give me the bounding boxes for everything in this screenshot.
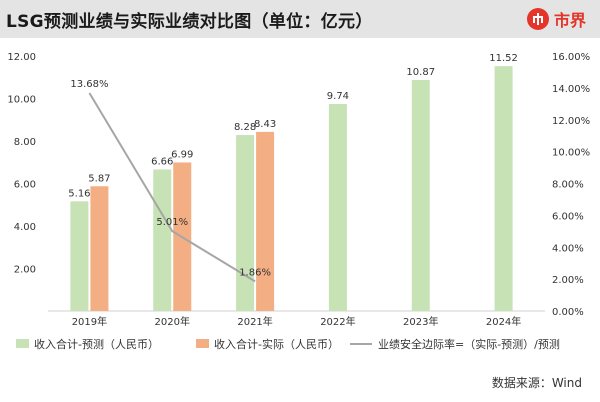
y-right-tick-label: 12.00%	[552, 116, 590, 127]
source-note: 数据来源：Wind	[491, 376, 582, 390]
y-left-tick-label: 10.00	[7, 95, 36, 106]
x-tick-label: 2019年	[72, 315, 107, 328]
y-right-tick-label: 4.00%	[552, 243, 584, 254]
forecast-data-label: 5.16	[68, 188, 90, 199]
forecast-data-label: 11.52	[489, 53, 518, 64]
legend-label-margin-rate: 业绩安全边际率=（实际-预测）/预测	[378, 337, 560, 351]
forecast-data-label: 10.87	[406, 67, 435, 78]
forecast-data-label: 9.74	[327, 91, 349, 102]
margin-rate-data-label: 1.86%	[239, 267, 271, 278]
actual-bar	[256, 131, 275, 311]
forecast-bar	[153, 169, 172, 311]
y-left-tick-label: 8.00	[14, 137, 36, 148]
title-bar: LSG预测业绩与实际业绩对比图（单位：亿元） 市界	[0, 0, 600, 38]
legend-label-actual: 收入合计-实际（人民币）	[214, 337, 339, 351]
forecast-bar	[70, 201, 89, 311]
forecast-data-label: 6.66	[151, 156, 173, 167]
y-left-tick-label: 2.00	[14, 265, 36, 276]
margin-rate-data-label: 5.01%	[156, 217, 188, 228]
y-right-tick-label: 6.00%	[552, 211, 584, 222]
logo-text: 市界	[553, 11, 586, 30]
logo-circle-icon	[526, 8, 549, 30]
forecast-bar	[494, 66, 513, 311]
x-tick-label: 2021年	[237, 315, 272, 328]
legend-label-forecast: 收入合计-预测（人民币）	[34, 337, 159, 351]
legend-swatch-actual	[196, 339, 209, 348]
y-right-tick-label: 2.00%	[552, 275, 584, 286]
forecast-bar	[236, 135, 255, 311]
y-right-tick-label: 16.00%	[552, 52, 590, 63]
y-left-tick-label: 6.00	[14, 180, 36, 191]
x-tick-label: 2020年	[155, 315, 190, 328]
forecast-bar	[328, 104, 347, 312]
legend-swatch-forecast	[16, 339, 29, 348]
margin-rate-line	[88, 92, 256, 283]
y-right-tick-label: 0.00%	[552, 307, 584, 318]
forecast-data-label: 8.28	[234, 122, 256, 133]
y-right-tick-label: 14.00%	[552, 84, 590, 95]
y-left-tick-label: 4.00	[14, 222, 36, 233]
y-right-tick-label: 10.00%	[552, 148, 590, 159]
forecast-bar	[411, 80, 430, 311]
actual-data-label: 5.87	[88, 173, 110, 184]
x-tick-label: 2022年	[320, 315, 355, 328]
actual-bar	[90, 186, 109, 311]
chart-title: LSG预测业绩与实际业绩对比图（单位：亿元）	[6, 12, 373, 32]
y-right-tick-label: 8.00%	[552, 180, 584, 191]
y-left-tick-label: 12.00	[7, 52, 36, 63]
x-tick-label: 2024年	[486, 315, 521, 328]
brand-logo: 市界	[526, 7, 586, 31]
actual-data-label: 6.99	[171, 149, 193, 160]
margin-rate-data-label: 13.68%	[70, 79, 108, 90]
actual-data-label: 8.43	[254, 119, 276, 130]
x-tick-label: 2023年	[403, 315, 438, 328]
